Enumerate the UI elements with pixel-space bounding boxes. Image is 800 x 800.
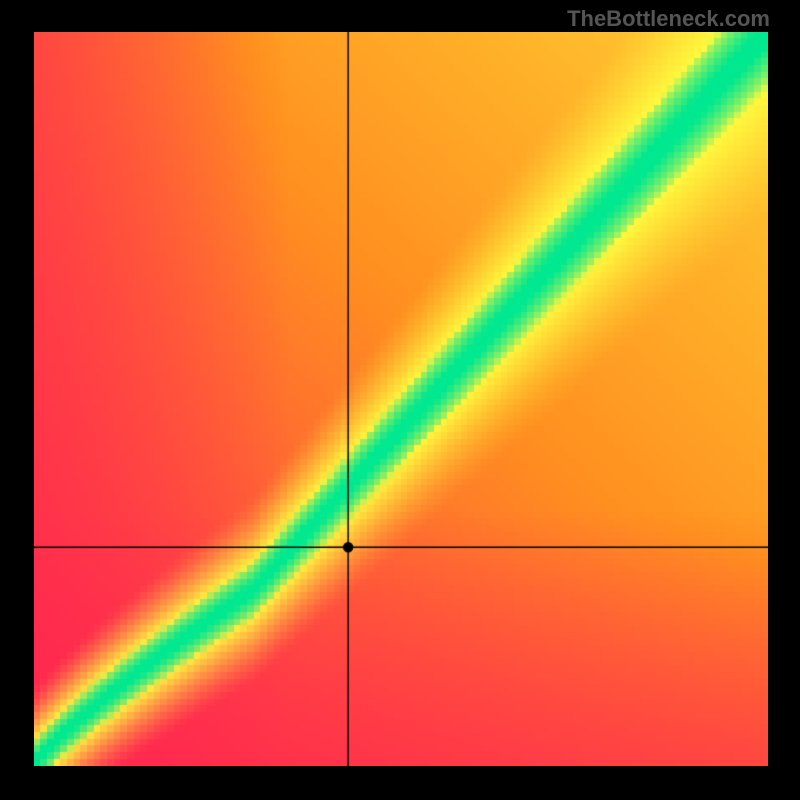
heatmap-plot bbox=[34, 32, 768, 766]
watermark-text: TheBottleneck.com bbox=[567, 6, 770, 32]
heatmap-canvas bbox=[34, 32, 768, 766]
chart-frame: TheBottleneck.com bbox=[0, 0, 800, 800]
